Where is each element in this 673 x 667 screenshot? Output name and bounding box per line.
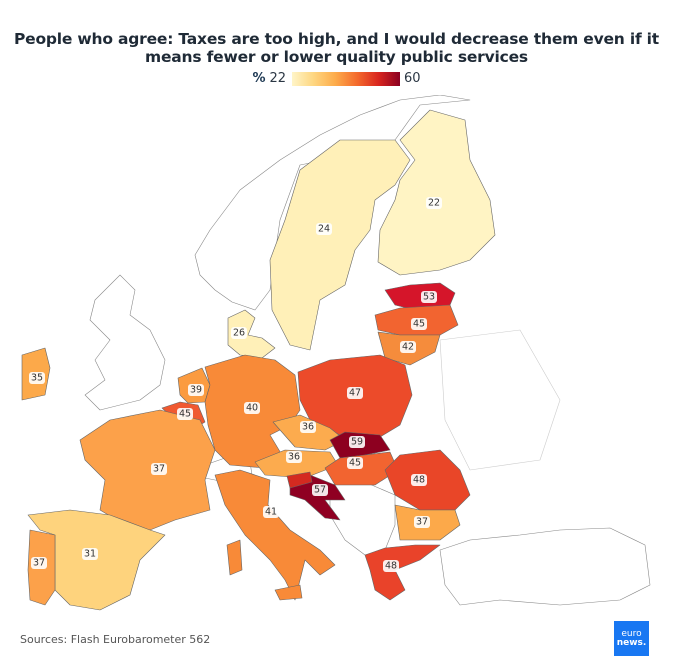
svg-text:45: 45 [179, 409, 191, 420]
chart-title-line-1: People who agree: Taxes are too high, an… [13, 30, 660, 48]
label-italy: 41 [263, 506, 279, 518]
uk-region [84, 274, 166, 411]
label-belgium: 45 [177, 408, 193, 420]
chart-title: People who agree: Taxes are too high, an… [0, 30, 673, 66]
svg-text:35: 35 [31, 373, 43, 384]
svg-text:37: 37 [33, 558, 45, 569]
label-bulgaria: 37 [414, 516, 430, 528]
label-austria: 36 [286, 451, 302, 463]
svg-text:47: 47 [349, 388, 361, 399]
label-spain: 31 [82, 548, 98, 560]
country-sardinia [226, 539, 243, 576]
logo-line-2: news. [616, 637, 647, 648]
label-greece: 48 [383, 560, 399, 572]
svg-text:45: 45 [349, 458, 361, 469]
svg-text:53: 53 [423, 292, 435, 303]
label-poland: 47 [347, 387, 363, 399]
country-france [79, 409, 216, 531]
label-denmark: 26 [231, 327, 247, 339]
legend-unit: % [252, 71, 266, 86]
country-estonia [384, 282, 456, 311]
country-sweden [269, 139, 411, 351]
legend-gradient-bar [292, 71, 401, 86]
country-greece [364, 544, 441, 601]
svg-text:48: 48 [385, 561, 397, 572]
country-croatia [289, 474, 346, 521]
label-portugal: 37 [31, 557, 47, 569]
euronews-logo[interactable]: euro news. [614, 621, 649, 656]
logo-line-1: euro [621, 628, 642, 639]
label-slovakia: 59 [349, 436, 365, 448]
color-legend: % 22 60 [0, 71, 673, 86]
svg-text:40: 40 [246, 403, 258, 414]
svg-text:26: 26 [233, 328, 245, 339]
svg-text:59: 59 [351, 437, 363, 448]
balkans-region [329, 479, 396, 556]
label-finland: 22 [426, 197, 442, 209]
svg-text:36: 36 [302, 422, 314, 433]
label-czechia: 36 [300, 421, 316, 433]
label-croatia: 57 [312, 484, 328, 496]
svg-text:36: 36 [288, 452, 300, 463]
svg-text:37: 37 [153, 464, 165, 475]
label-romania: 48 [411, 474, 427, 486]
label-latvia: 45 [411, 318, 427, 330]
label-estonia: 53 [421, 291, 437, 303]
country-denmark [227, 309, 276, 359]
label-france: 37 [151, 463, 167, 475]
legend-max-value: 60 [404, 71, 421, 86]
turkey-region [439, 527, 651, 606]
norway-region [194, 95, 471, 311]
legend-min-value: 22 [269, 71, 287, 86]
country-romania [384, 449, 471, 511]
country-slovenia [286, 471, 313, 489]
country-finland [377, 109, 496, 276]
svg-text:45: 45 [413, 319, 425, 330]
svg-text:37: 37 [416, 517, 428, 528]
label-netherlands: 39 [188, 384, 204, 396]
svg-text:22: 22 [428, 198, 440, 209]
label-germany: 40 [244, 402, 260, 414]
svg-text:48: 48 [413, 475, 425, 486]
label-lithuania: 42 [400, 341, 416, 353]
label-hungary: 45 [347, 457, 363, 469]
svg-text:39: 39 [190, 385, 202, 396]
label-ireland: 35 [29, 372, 45, 384]
europe-map: 22 24 26 53 45 42 35 39 45 40 47 36 59 3… [21, 95, 651, 611]
svg-text:41: 41 [265, 507, 277, 518]
country-sicily [274, 584, 303, 601]
source-note: Sources: Flash Eurobarometer 562 [20, 633, 211, 646]
svg-text:31: 31 [84, 549, 96, 560]
chart-title-line-2: means fewer or lower quality public serv… [145, 48, 528, 66]
belarus-ukraine-region [439, 329, 561, 471]
value-labels: 22 24 26 53 45 42 35 39 45 40 47 36 59 3… [29, 197, 442, 572]
label-sweden: 24 [316, 223, 332, 235]
svg-text:24: 24 [318, 224, 330, 235]
svg-text:42: 42 [402, 342, 414, 353]
country-italy [214, 469, 336, 601]
svg-text:57: 57 [314, 485, 326, 496]
